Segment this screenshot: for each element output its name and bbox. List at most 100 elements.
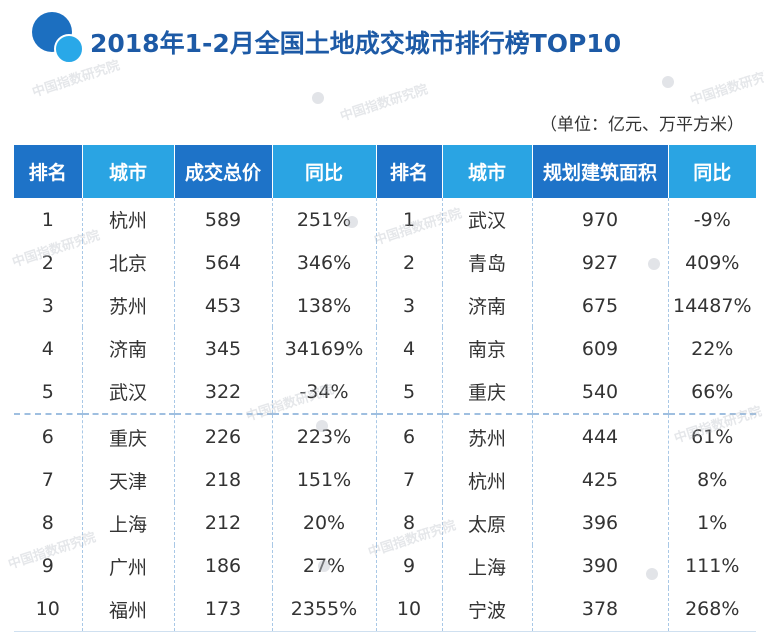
- cell-city-right: 青岛: [442, 241, 533, 285]
- header-yoy-right: 同比: [668, 145, 756, 198]
- watermark-dot: [318, 560, 330, 572]
- table-row: 8 上海 212 20% 8 太原 396 1%: [14, 501, 756, 545]
- cell-rank-left: 4: [14, 327, 83, 371]
- cell-yoy-left: 138%: [272, 284, 377, 328]
- cell-city-right: 重庆: [442, 370, 533, 415]
- cell-total-price: 345: [174, 327, 273, 371]
- table-row: 7 天津 218 151% 7 杭州 425 8%: [14, 458, 756, 502]
- cell-total-price: 218: [174, 458, 273, 502]
- cell-yoy-right: 409%: [685, 251, 740, 274]
- watermark-dot: [646, 568, 658, 580]
- watermark-text: 中国指数研究院: [338, 82, 430, 125]
- cell-yoy-left: -34%: [272, 370, 377, 415]
- cell-city-right: 济南: [442, 284, 533, 328]
- table-row: 6 重庆 226 223% 6 苏州 444 61%: [14, 413, 756, 459]
- cell-rank-left: 10: [14, 587, 83, 632]
- cell-city-left: 广州: [82, 544, 175, 588]
- cell-yoy-right: 14487%: [673, 294, 752, 317]
- cell-total-price: 589: [174, 198, 273, 242]
- cell-rank-left: 1: [14, 198, 83, 242]
- cell-city-left: 武汉: [82, 370, 175, 415]
- cell-rank-left: 3: [14, 284, 83, 328]
- header-rank-left: 排名: [14, 145, 83, 198]
- cell-city-left: 上海: [82, 501, 175, 545]
- watermark-dot: [312, 92, 324, 104]
- cell-rank-right: 9: [376, 544, 443, 588]
- cell-rank-left: 2: [14, 241, 83, 285]
- cell-rank-left: 7: [14, 458, 83, 502]
- cell-city-left: 济南: [82, 327, 175, 371]
- cell-city-left: 重庆: [82, 413, 175, 459]
- watermark-dot: [346, 216, 358, 228]
- cell-rank-right: 7: [376, 458, 443, 502]
- cell-yoy-right: 8%: [697, 469, 728, 492]
- cell-city-left: 天津: [82, 458, 175, 502]
- cell-planned-area: 444: [532, 413, 669, 459]
- cell-rank-right: 8: [376, 501, 443, 545]
- table-header-row: 排名 城市 成交总价 同比 排名 城市 规划建筑面积 同比: [14, 145, 756, 198]
- cell-planned-area: 970: [532, 198, 669, 242]
- cell-yoy-left: 151%: [272, 458, 377, 502]
- cell-city-right: 上海: [442, 544, 533, 588]
- table-row: 3 苏州 453 138% 3 济南 675 14487%: [14, 284, 756, 328]
- table-row: 2 北京 564 346% 2 青岛 927 409%: [14, 241, 756, 285]
- cell-city-right: 苏州: [442, 413, 533, 459]
- cell-city-left: 北京: [82, 241, 175, 285]
- header-rank-right: 排名: [376, 145, 443, 198]
- logo-icon: [0, 0, 90, 70]
- cell-yoy-right: -9%: [693, 208, 731, 231]
- cell-yoy-left: 223%: [272, 413, 377, 459]
- cell-rank-right: 10: [376, 587, 443, 632]
- ranking-table: 排名 城市 成交总价 同比 排名 城市 规划建筑面积 同比 1 杭州 589 251%…: [14, 145, 756, 632]
- cell-city-right: 太原: [442, 501, 533, 545]
- cell-yoy-left: 20%: [272, 501, 377, 545]
- cell-rank-left: 6: [14, 413, 83, 459]
- cell-rank-left: 8: [14, 501, 83, 545]
- cell-rank-right: 5: [376, 370, 443, 415]
- cell-yoy-left: 251%: [272, 198, 377, 242]
- cell-planned-area: 425: [532, 458, 669, 502]
- cell-city-left: 苏州: [82, 284, 175, 328]
- cell-yoy-right: 22%: [691, 337, 734, 360]
- header-city-right: 城市: [442, 145, 533, 198]
- cell-rank-right: 3: [376, 284, 443, 328]
- cell-total-price: 212: [174, 501, 273, 545]
- cell-planned-area: 390: [532, 544, 669, 588]
- cell-yoy-right: 61%: [668, 413, 756, 459]
- cell-total-price: 564: [174, 241, 273, 285]
- header-total-price: 成交总价: [174, 145, 273, 198]
- cell-yoy-right: 268%: [668, 587, 756, 632]
- cell-planned-area: 540: [532, 370, 669, 415]
- cell-yoy-left: 34169%: [272, 327, 377, 371]
- cell-rank-right: 6: [376, 413, 443, 459]
- cell-yoy-left: 346%: [272, 241, 377, 285]
- unit-label: （单位：亿元、万平方米）: [540, 115, 744, 135]
- cell-yoy-right: 1%: [697, 512, 728, 535]
- cell-planned-area: 396: [532, 501, 669, 545]
- cell-total-price: 226: [174, 413, 273, 459]
- page-title: 2018年1-2月全国土地成交城市排行榜TOP10: [90, 29, 622, 58]
- cell-city-right: 南京: [442, 327, 533, 371]
- cell-planned-area: 675: [532, 284, 669, 328]
- cell-rank-right: 4: [376, 327, 443, 371]
- table-row: 4 济南 345 34169% 4 南京 609 22%: [14, 327, 756, 371]
- header-yoy-left: 同比: [272, 145, 377, 198]
- table-row: 5 武汉 322 -34% 5 重庆 540 66%: [14, 370, 756, 415]
- cell-city-right: 杭州: [442, 458, 533, 502]
- cell-yoy-left: 2355%: [272, 587, 377, 632]
- header-planned-area: 规划建筑面积: [532, 145, 669, 198]
- table-row: 10 福州 173 2355% 10 宁波 378 268%: [14, 587, 756, 632]
- watermark-dot: [662, 76, 674, 88]
- cell-city-left: 杭州: [82, 198, 175, 242]
- cell-city-right: 武汉: [442, 198, 533, 242]
- cell-total-price: 322: [174, 370, 273, 415]
- cell-total-price: 173: [174, 587, 273, 632]
- watermark-dot: [648, 258, 660, 270]
- table-row: 1 杭州 589 251% 1 武汉 970 -9%: [14, 198, 756, 242]
- cell-rank-left: 5: [14, 370, 83, 415]
- cell-rank-right: 1: [376, 198, 443, 242]
- cell-total-price: 453: [174, 284, 273, 328]
- cell-planned-area: 378: [532, 587, 669, 632]
- cell-yoy-left: 27%: [272, 544, 377, 588]
